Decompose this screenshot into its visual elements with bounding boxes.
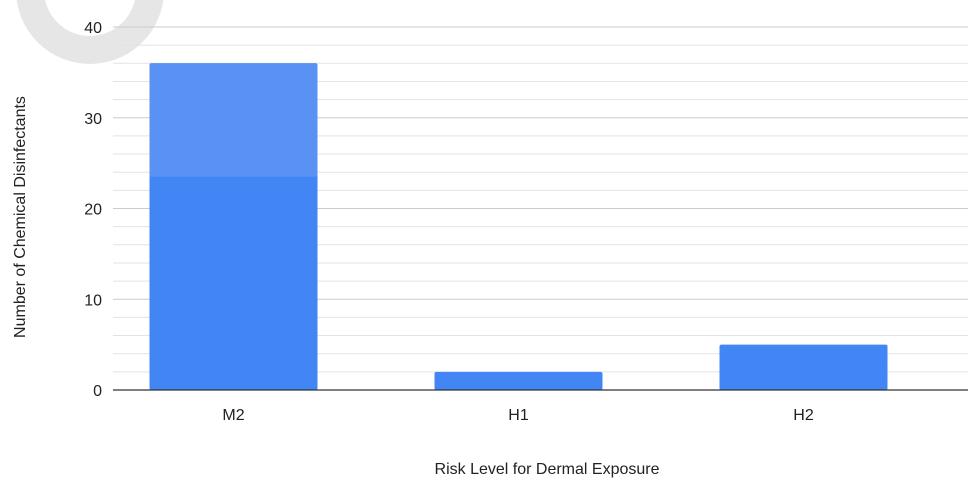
y-tick-label: 0 xyxy=(93,383,102,400)
bars xyxy=(149,63,888,391)
bar-highlight xyxy=(149,63,318,177)
y-tick-label: 40 xyxy=(84,20,102,37)
bar-h2 xyxy=(719,344,888,390)
bar-h1 xyxy=(434,371,603,390)
y-axis-title: Number of Chemical Disinfectants xyxy=(12,96,29,338)
x-axis-title: Risk Level for Dermal Exposure xyxy=(435,461,660,478)
x-tick-label: M2 xyxy=(222,407,244,424)
x-tick-label: H2 xyxy=(793,407,814,424)
y-tick-label: 10 xyxy=(84,292,102,309)
logo-watermark xyxy=(16,0,164,64)
y-tick-label: 20 xyxy=(84,202,102,219)
y-axis-ticks: 0 10 20 30 40 xyxy=(84,20,102,400)
y-tick-label: 30 xyxy=(84,111,102,128)
x-axis-ticks: M2 H1 H2 xyxy=(222,407,813,424)
x-tick-label: H1 xyxy=(508,407,529,424)
